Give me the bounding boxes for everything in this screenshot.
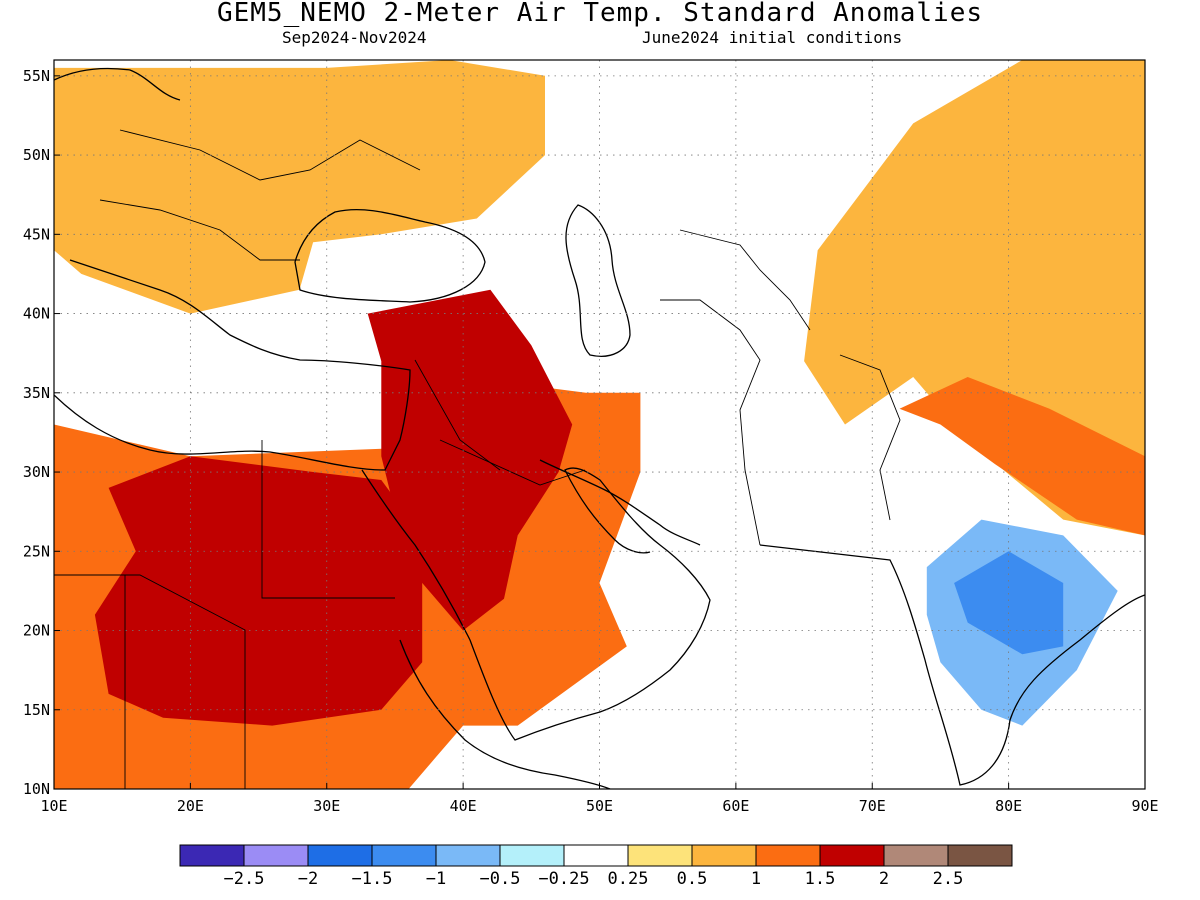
x-tick-label: 20E — [177, 797, 204, 815]
colorbar-label: 2 — [879, 869, 889, 889]
colorbar-label: −0.25 — [538, 869, 589, 889]
arabia-coast — [361, 467, 711, 741]
x-tick-label: 60E — [722, 797, 749, 815]
map-title: GEM5_NEMO 2-Meter Air Temp. Standard Ano… — [216, 0, 984, 28]
country-borders — [54, 129, 901, 789]
x-tick-label: 70E — [859, 797, 886, 815]
colorbar-swatch — [499, 844, 565, 867]
colorbar-label: −0.5 — [480, 869, 521, 889]
colorbar-label: 0.25 — [608, 869, 649, 889]
anomaly-region-himalaya-warm — [899, 377, 1145, 536]
colorbar-swatch — [947, 844, 1013, 867]
colorbar-swatch — [819, 844, 885, 867]
x-tick-label: 50E — [586, 797, 613, 815]
colorbar-swatch — [307, 844, 373, 867]
y-tick-label: 50N — [23, 146, 50, 164]
colorbar-swatch — [755, 844, 821, 867]
initial-conditions-subtitle: June2024 initial conditions — [642, 28, 903, 47]
y-tick-label: 55N — [23, 67, 50, 85]
colorbar-label: −1.5 — [352, 869, 393, 889]
colorbar-label: −2 — [298, 869, 318, 889]
coastlines — [54, 67, 1145, 789]
black-sea-coast — [294, 209, 486, 303]
caspian-sea-coast — [565, 204, 631, 357]
india-coast — [759, 544, 1145, 786]
colorbar-swatch — [691, 844, 757, 867]
colorbar-swatch — [627, 844, 693, 867]
colorbar-swatch — [563, 844, 629, 867]
colorbar-swatch — [371, 844, 437, 867]
x-tick-label: 90E — [1131, 797, 1158, 815]
y-tick-label: 30N — [23, 463, 50, 481]
x-tick-label: 40E — [450, 797, 477, 815]
y-tick-label: 25N — [23, 542, 50, 560]
colorbar-label: 1.5 — [805, 869, 836, 889]
colorbar-swatch — [179, 844, 245, 867]
anomaly-shading — [54, 60, 1145, 789]
y-tick-label: 45N — [23, 225, 50, 243]
horn-of-africa-coast — [399, 639, 611, 789]
y-tick-label: 15N — [23, 701, 50, 719]
x-tick-label: 30E — [313, 797, 340, 815]
mediterranean-coast — [54, 259, 411, 471]
anomaly-region-levant-hot — [367, 289, 573, 631]
y-tick-label: 40N — [23, 305, 50, 323]
latitude-axis: 10N 15N 20N 25N 30N 35N 40N 45N 50N 55N — [23, 67, 60, 798]
colorbar-swatch — [435, 844, 501, 867]
baltic-coast — [54, 67, 181, 101]
colorbar-label: 2.5 — [933, 869, 964, 889]
x-tick-label: 80E — [995, 797, 1022, 815]
longitude-axis: 10E 20E 30E 40E 50E 60E 70E 80E 90E — [40, 783, 1159, 815]
colorbar-label: 1 — [751, 869, 761, 889]
anomaly-region-sahara-hot — [94, 456, 423, 726]
colorbar: −2.5 −2 −1.5 −1 −0.5 −0.25 0.25 0.5 1 1.5 2 2.5 — [179, 844, 1013, 889]
season-subtitle: Sep2024-Nov2024 — [282, 28, 427, 47]
x-tick-label: 10E — [40, 797, 67, 815]
anomaly-region-europe-warm — [54, 60, 545, 314]
anomaly-region-india-cooler — [954, 551, 1064, 655]
y-tick-label: 35N — [23, 384, 50, 402]
colorbar-label: 0.5 — [677, 869, 708, 889]
colorbar-label: −2.5 — [224, 869, 265, 889]
colorbar-swatch — [883, 844, 949, 867]
colorbar-swatch — [243, 844, 309, 867]
y-tick-label: 10N — [23, 780, 50, 798]
y-tick-label: 20N — [23, 622, 50, 640]
colorbar-label: −1 — [426, 869, 446, 889]
